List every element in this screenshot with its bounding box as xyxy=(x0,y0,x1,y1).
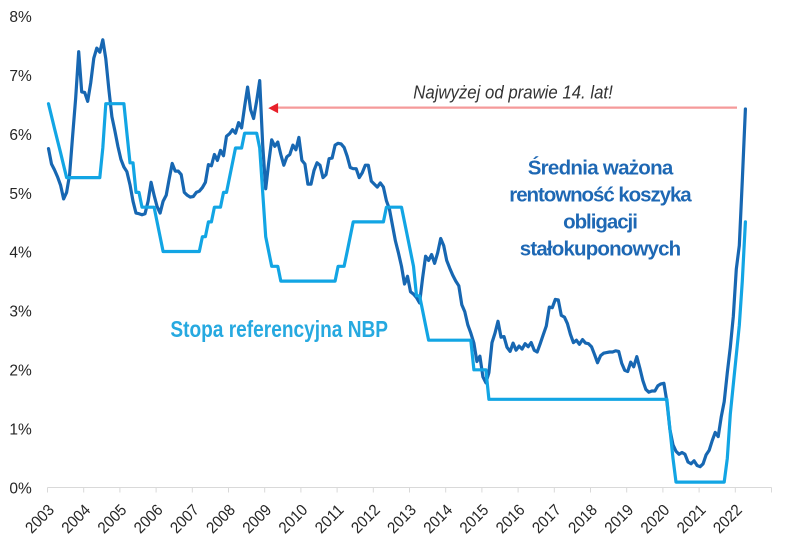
svg-text:8%: 8% xyxy=(9,9,32,26)
svg-text:Średnia ważona: Średnia ważona xyxy=(528,155,674,179)
svg-text:6%: 6% xyxy=(9,127,32,144)
svg-text:stałokuponowych: stałokuponowych xyxy=(520,237,681,260)
svg-text:5%: 5% xyxy=(9,186,32,203)
svg-text:3%: 3% xyxy=(9,304,32,321)
svg-text:1%: 1% xyxy=(9,421,32,438)
svg-text:rentowność koszyka: rentowność koszyka xyxy=(509,183,692,206)
svg-text:obligacji: obligacji xyxy=(563,210,638,233)
svg-text:0%: 0% xyxy=(9,480,32,497)
svg-text:4%: 4% xyxy=(9,245,32,262)
svg-text:Najwyżej od prawie 14. lat!: Najwyżej od prawie 14. lat! xyxy=(413,82,613,102)
svg-text:Stopa referencyjna NBP: Stopa referencyjna NBP xyxy=(170,316,388,342)
svg-text:2%: 2% xyxy=(9,363,32,380)
svg-text:7%: 7% xyxy=(9,68,32,85)
